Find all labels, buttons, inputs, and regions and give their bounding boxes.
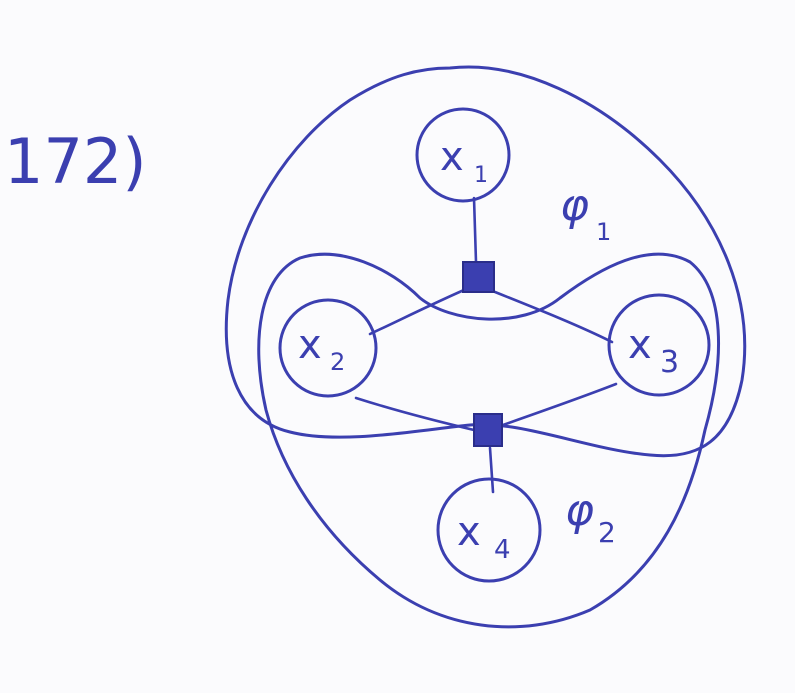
variable-x2-subscript: 2 (330, 348, 345, 376)
problem-number: 172) (4, 125, 147, 198)
edge-f2-x4 (488, 446, 495, 494)
region-phi2-outline (257, 252, 721, 629)
variable-node-x2: x 2 (278, 298, 378, 398)
edge-f2-x3 (498, 382, 618, 428)
variable-node-x4: x 4 (436, 477, 542, 583)
variable-x1-subscript: 1 (474, 163, 488, 188)
phi1-letter: φ (560, 180, 589, 231)
edge-f1-x3 (493, 290, 614, 344)
variable-x3-subscript: 3 (660, 345, 679, 380)
phi1-subscript: 1 (596, 218, 611, 246)
edge-f1-x1 (472, 196, 478, 264)
variable-x4-letter: x (457, 509, 481, 555)
variable-node-x1: x 1 (415, 107, 511, 203)
phi2-letter: φ (565, 485, 594, 536)
factor-node-f1 (462, 261, 495, 293)
phi2-subscript: 2 (598, 516, 616, 549)
factor-node-f2 (473, 413, 503, 447)
region-phi1-label: φ 1 (560, 180, 611, 246)
region-phi2-label: φ 2 (565, 485, 616, 549)
edge-f2-x2 (354, 396, 476, 432)
variable-x4-subscript: 4 (494, 535, 511, 565)
variable-x2-letter: x (298, 322, 322, 368)
variable-x3-letter: x (628, 322, 652, 368)
variable-node-x3: x 3 (607, 293, 711, 397)
edge-f1-x2 (368, 288, 466, 336)
variable-x1-letter: x (440, 134, 464, 180)
